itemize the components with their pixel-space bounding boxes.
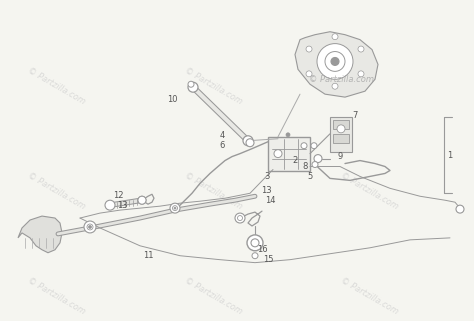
Circle shape [337, 125, 345, 133]
Circle shape [138, 196, 146, 204]
Circle shape [247, 235, 263, 251]
Circle shape [87, 224, 93, 230]
Circle shape [317, 44, 353, 79]
Text: 16: 16 [257, 245, 267, 254]
Circle shape [243, 136, 253, 146]
Text: 1: 1 [447, 151, 453, 160]
Circle shape [237, 216, 243, 221]
Polygon shape [295, 32, 378, 97]
Circle shape [306, 46, 312, 52]
Bar [330, 117, 352, 152]
Bar [333, 120, 349, 129]
Circle shape [105, 200, 115, 210]
Circle shape [84, 221, 96, 233]
Circle shape [251, 239, 259, 247]
Text: © Partzilla.com: © Partzilla.com [27, 276, 87, 316]
Text: © Partzilla.com: © Partzilla.com [27, 171, 87, 211]
Circle shape [274, 150, 282, 158]
Circle shape [252, 253, 258, 259]
Text: 4: 4 [219, 131, 225, 140]
Circle shape [314, 155, 322, 162]
Text: 7: 7 [352, 111, 358, 120]
Text: 3: 3 [264, 172, 270, 181]
Circle shape [306, 71, 312, 77]
Circle shape [246, 139, 254, 147]
Circle shape [89, 225, 91, 229]
Text: © Partzilla.com: © Partzilla.com [183, 276, 244, 316]
Circle shape [188, 81, 194, 87]
Circle shape [286, 133, 290, 137]
Circle shape [170, 203, 180, 213]
Circle shape [188, 82, 198, 92]
Bar [333, 134, 349, 143]
Text: © Partzilla.com: © Partzilla.com [339, 171, 400, 211]
Polygon shape [18, 216, 62, 253]
Circle shape [332, 83, 338, 89]
Circle shape [332, 34, 338, 40]
Text: 13: 13 [261, 186, 271, 195]
Bar [268, 137, 310, 171]
Circle shape [174, 207, 176, 209]
Text: 6: 6 [219, 141, 225, 150]
Circle shape [358, 71, 364, 77]
Circle shape [331, 57, 339, 65]
Circle shape [358, 46, 364, 52]
Text: 10: 10 [167, 95, 177, 104]
Text: 11: 11 [143, 251, 153, 260]
Circle shape [235, 213, 245, 223]
Circle shape [173, 206, 177, 211]
Text: © Partzilla.com: © Partzilla.com [309, 75, 374, 84]
Circle shape [456, 205, 464, 213]
Text: 9: 9 [337, 152, 343, 161]
Circle shape [138, 196, 146, 204]
Text: © Partzilla.com: © Partzilla.com [339, 276, 400, 316]
Circle shape [301, 143, 307, 149]
Text: 5: 5 [307, 172, 313, 181]
Text: 8: 8 [302, 162, 308, 171]
Circle shape [311, 143, 317, 149]
Text: 13: 13 [117, 201, 128, 210]
Text: 12: 12 [113, 191, 123, 200]
Text: 14: 14 [265, 196, 275, 205]
Text: 2: 2 [292, 156, 298, 165]
Text: 15: 15 [263, 255, 273, 264]
Text: © Partzilla.com: © Partzilla.com [27, 66, 87, 106]
Text: © Partzilla.com: © Partzilla.com [183, 66, 244, 106]
Text: © Partzilla.com: © Partzilla.com [183, 171, 244, 211]
Circle shape [325, 52, 345, 71]
Circle shape [312, 161, 318, 168]
